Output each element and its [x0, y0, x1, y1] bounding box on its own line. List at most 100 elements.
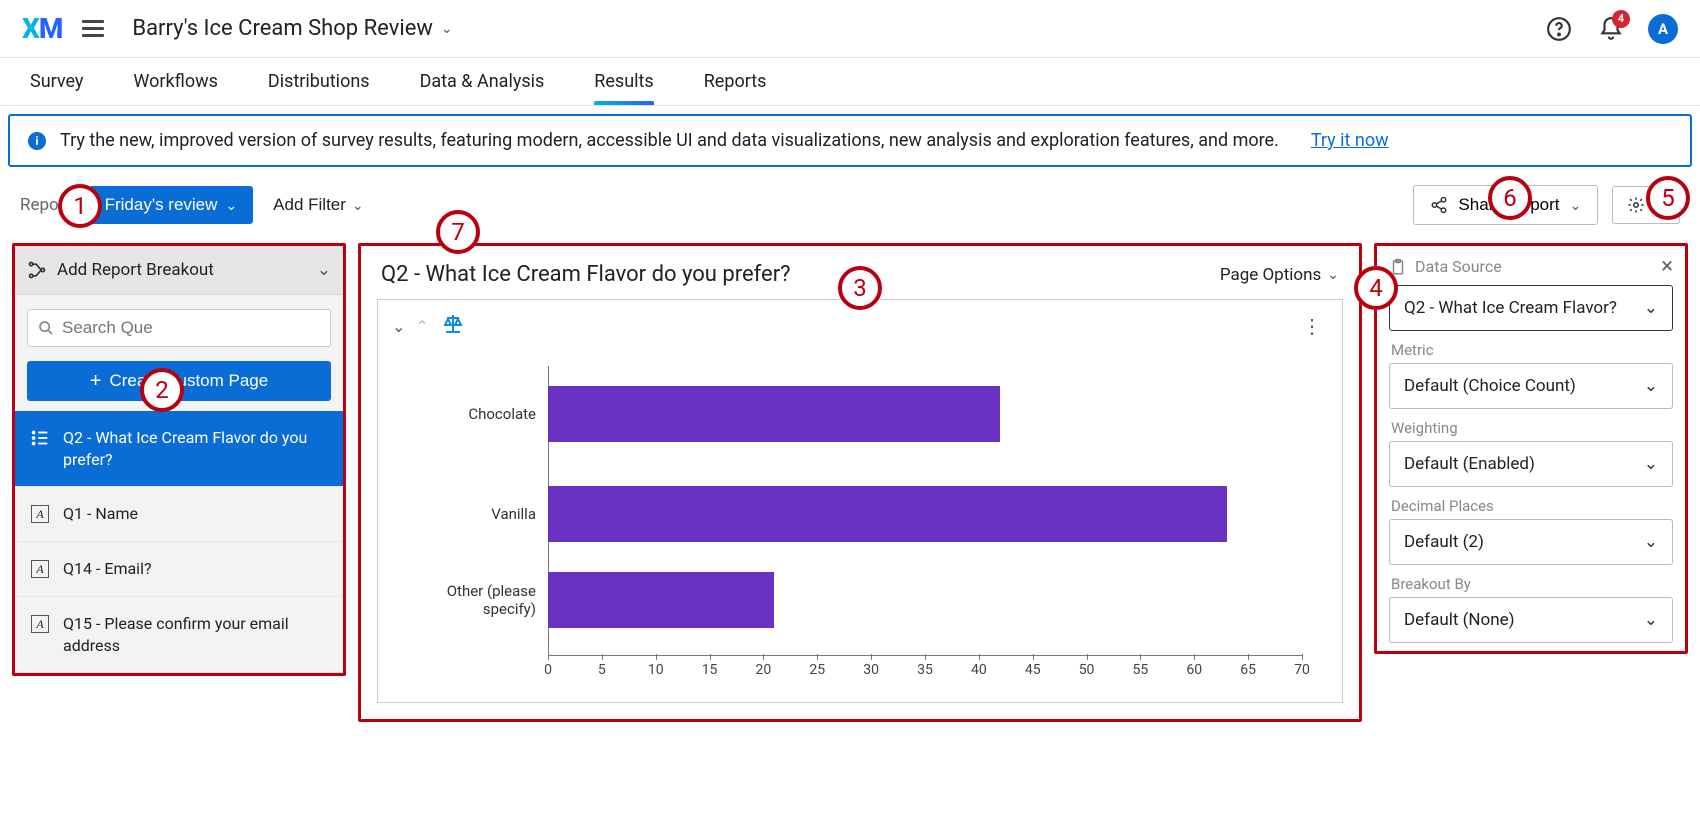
x-tick-label: 15 — [702, 662, 718, 678]
text-question-icon: A — [29, 558, 51, 580]
breakout-by-value: Default (None) — [1404, 610, 1515, 630]
chevron-down-icon: ⌄ — [1644, 454, 1658, 474]
x-tick-label: 30 — [863, 662, 879, 678]
report-name: Friday's review — [105, 195, 218, 215]
bar-rect — [548, 486, 1227, 542]
x-tick-mark — [1194, 654, 1195, 660]
bar-rect — [548, 386, 1000, 442]
breakout-by-select[interactable]: Default (None) ⌄ — [1389, 597, 1673, 643]
search-input[interactable] — [62, 318, 320, 338]
page-options-button[interactable]: Page Options ⌄ — [1220, 265, 1339, 285]
x-tick-label: 70 — [1294, 662, 1310, 678]
share-icon — [1430, 196, 1448, 214]
chevron-down-icon: ⌄ — [1653, 197, 1665, 214]
x-tick-label: 50 — [1079, 662, 1095, 678]
main-tabs: Survey Workflows Distributions Data & Analy… — [0, 58, 1700, 106]
gear-icon — [1627, 196, 1645, 214]
x-tick-label: 45 — [1025, 662, 1041, 678]
tab-distributions[interactable]: Distributions — [268, 59, 370, 104]
weighting-label: Weighting — [1391, 419, 1673, 437]
x-tick-mark — [763, 654, 764, 660]
sidebar-item-label: Q14 - Email? — [63, 558, 152, 580]
create-custom-page-button[interactable]: + Create Custom Page — [27, 361, 331, 401]
data-source-select[interactable]: Q2 - What Ice Cream Flavor? ⌄ — [1389, 285, 1673, 331]
x-tick-label: 20 — [756, 662, 772, 678]
sidebar-item[interactable]: AQ15 - Please confirm your email address — [15, 597, 343, 673]
sidebar-item[interactable]: A Q14 - Email? — [15, 542, 343, 597]
collapse-up-icon[interactable]: ⌃ — [415, 317, 428, 336]
weighting-select[interactable]: Default (Enabled) ⌄ — [1389, 441, 1673, 487]
chevron-down-icon: ⌄ — [1644, 532, 1658, 552]
bar-chart: Chocolate Vanilla Other (please specify) 0… — [388, 356, 1332, 686]
tab-survey[interactable]: Survey — [30, 59, 83, 104]
add-breakout-button[interactable]: Add Report Breakout ⌄ — [15, 246, 343, 295]
banner-link[interactable]: Try it now — [1311, 130, 1389, 151]
bar-label: Vanilla — [398, 505, 548, 523]
add-filter-button[interactable]: Add Filter ⌄ — [267, 187, 369, 223]
question-list: Q2 - What Ice Cream Flavor do you prefer… — [15, 411, 343, 673]
data-source-value: Q2 - What Ice Cream Flavor? — [1404, 298, 1617, 318]
tab-results[interactable]: Results — [594, 59, 653, 104]
plus-icon: + — [90, 371, 102, 391]
x-tick-mark — [1302, 654, 1303, 660]
x-tick-label: 35 — [917, 662, 933, 678]
chevron-down-icon: ⌄ — [1644, 298, 1658, 318]
x-tick-label: 65 — [1240, 662, 1256, 678]
report-toolbar: Report: Friday's review ⌄ Add Filter ⌄ S… — [0, 167, 1700, 243]
avatar[interactable]: A — [1648, 14, 1678, 44]
project-title-dropdown[interactable]: Barry's Ice Cream Shop Review ⌄ — [132, 16, 452, 41]
info-banner: i Try the new, improved version of surve… — [8, 114, 1692, 167]
tab-data-analysis[interactable]: Data & Analysis — [420, 59, 545, 104]
chart-bar: Vanilla — [548, 486, 1302, 542]
report-dropdown[interactable]: Friday's review ⌄ — [89, 186, 254, 224]
decimal-value: Default (2) — [1404, 532, 1484, 552]
metric-value: Default (Choice Count) — [1404, 376, 1576, 396]
chevron-down-icon: ⌄ — [1644, 376, 1658, 396]
create-label: Create Custom Page — [109, 371, 268, 391]
bar-label: Chocolate — [398, 405, 548, 423]
x-tick-mark — [1087, 654, 1088, 660]
notifications-icon[interactable]: 4 — [1596, 14, 1626, 44]
share-report-button[interactable]: Share Report ⌄ — [1413, 185, 1598, 225]
tab-reports[interactable]: Reports — [704, 59, 767, 104]
results-canvas: Q2 - What Ice Cream Flavor do you prefer… — [358, 243, 1362, 722]
page-options-label: Page Options — [1220, 265, 1321, 285]
x-tick-mark — [925, 654, 926, 660]
expand-down-icon[interactable]: ⌄ — [392, 317, 405, 336]
x-tick-mark — [871, 654, 872, 660]
visualization: ⌄ ⌃ ⋮ Chocolate Vanilla Other (please spec… — [377, 299, 1343, 703]
settings-button[interactable]: ⌄ — [1612, 186, 1680, 224]
x-axis: 0510152025303540455055606570 — [548, 656, 1302, 686]
chevron-down-icon: ⌄ — [441, 21, 453, 37]
chevron-down-icon: ⌄ — [1570, 197, 1582, 214]
menu-icon[interactable] — [82, 20, 104, 37]
metric-select[interactable]: Default (Choice Count) ⌄ — [1389, 363, 1673, 409]
bar-label: Other (please specify) — [398, 582, 548, 618]
sidebar-item[interactable]: Q2 - What Ice Cream Flavor do you prefer… — [15, 411, 343, 487]
breakout-label: Add Report Breakout — [57, 260, 214, 280]
main-layout: Add Report Breakout ⌄ + Create Custom Pa… — [0, 243, 1700, 734]
x-tick-mark — [979, 654, 980, 660]
text-question-icon: A — [29, 503, 51, 525]
x-tick-mark — [1248, 654, 1249, 660]
breakout-by-label: Breakout By — [1391, 575, 1673, 593]
search-input-wrap[interactable] — [27, 309, 331, 347]
decimal-select[interactable]: Default (2) ⌄ — [1389, 519, 1673, 565]
tab-workflows[interactable]: Workflows — [133, 59, 218, 104]
close-icon[interactable]: × — [1661, 254, 1673, 279]
logo[interactable]: XM — [22, 12, 62, 45]
x-tick-label: 5 — [598, 662, 606, 678]
chart-bar: Other (please specify) — [548, 572, 1302, 628]
weighting-scale-icon[interactable] — [441, 312, 465, 340]
x-tick-label: 55 — [1133, 662, 1149, 678]
data-source-heading: Data Source — [1415, 257, 1502, 276]
viz-menu-icon[interactable]: ⋮ — [1296, 316, 1328, 336]
x-tick-label: 10 — [648, 662, 664, 678]
help-icon[interactable] — [1544, 14, 1574, 44]
clipboard-icon — [1389, 258, 1407, 276]
x-tick-label: 0 — [544, 662, 552, 678]
breakout-icon — [27, 260, 47, 280]
sidebar-item[interactable]: AQ1 - Name — [15, 487, 343, 542]
x-tick-mark — [602, 654, 603, 660]
weighting-value: Default (Enabled) — [1404, 454, 1535, 474]
